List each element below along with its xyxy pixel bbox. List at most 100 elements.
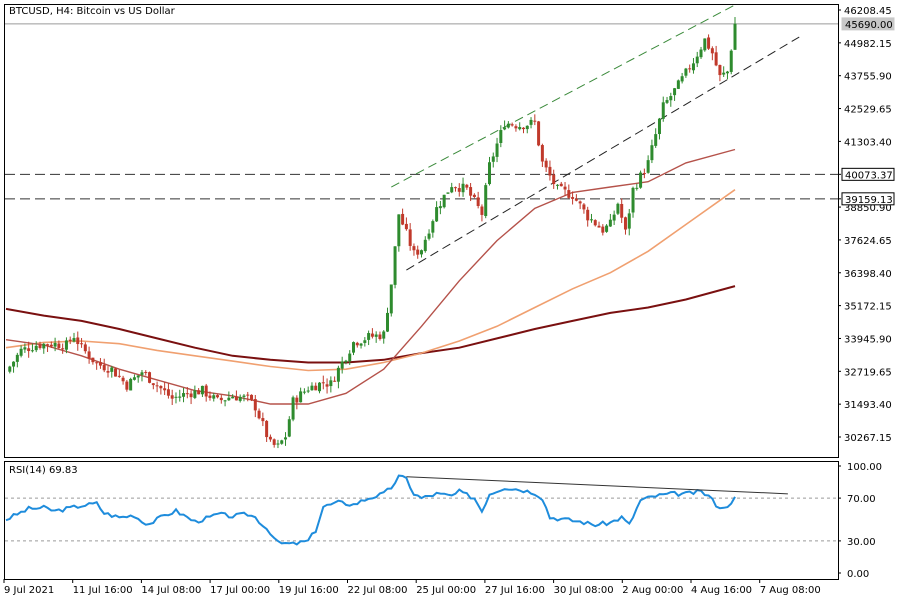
candle-bullish [178, 396, 182, 398]
candle-bullish [684, 68, 688, 76]
candle-bullish [136, 375, 140, 378]
candle-bullish [344, 360, 348, 363]
candle-bullish [420, 250, 423, 255]
candle-bullish [733, 23, 737, 50]
price-tick-label: 38850.90 [844, 203, 892, 214]
candle-bullish [287, 419, 291, 437]
candle-bearish [57, 343, 61, 349]
candle-bullish [518, 127, 522, 130]
candle-bearish [219, 397, 223, 401]
candle-bullish [374, 334, 378, 337]
candle-bullish [340, 361, 344, 369]
candle-bullish [639, 172, 643, 188]
candle-bearish [114, 368, 118, 377]
candle-bearish [465, 184, 469, 188]
candle-bearish [714, 52, 718, 66]
candle-bullish [654, 134, 658, 146]
candle-bearish [537, 121, 541, 146]
candle-bullish [616, 203, 620, 214]
candle-bullish [12, 361, 16, 367]
candle-bearish [457, 188, 461, 192]
candle-bearish [571, 197, 575, 199]
time-tick-label: 11 Jul 16:00 [73, 585, 133, 596]
candle-bullish [15, 354, 19, 362]
candle-bullish [318, 382, 322, 392]
candle-bearish [521, 127, 525, 130]
candle-bearish [544, 160, 548, 168]
candle-bullish [427, 233, 431, 239]
candle-bullish [276, 443, 280, 445]
price-tick-label: 41303.40 [844, 137, 892, 148]
candle-bearish [189, 393, 193, 398]
candle-bullish [669, 96, 673, 101]
time-tick-label: 25 Jul 00:00 [416, 585, 476, 596]
candle-bearish [574, 198, 578, 201]
candle-bullish [722, 72, 726, 75]
candle-bearish [597, 225, 601, 228]
rsi-panel: 100.00 70.00 30.00 0.00 [5, 462, 882, 580]
candle-bearish [87, 351, 91, 359]
candle-bullish [725, 71, 729, 74]
candle-bullish [212, 395, 216, 399]
candle-bearish [117, 375, 121, 377]
candle-bullish [699, 49, 703, 58]
candle-bearish [197, 390, 201, 395]
candle-bullish [461, 183, 465, 193]
candle-bearish [272, 439, 276, 445]
candle-bullish [650, 145, 654, 161]
candle-bullish [484, 185, 488, 217]
candle-bearish [408, 229, 412, 246]
candle-bullish [132, 377, 136, 380]
candle-bullish [72, 338, 76, 342]
price-label-box [841, 192, 895, 206]
candle-bullish [661, 102, 665, 119]
candle-bullish [491, 156, 495, 162]
candle-bullish [423, 239, 427, 252]
candle-bearish [480, 206, 484, 215]
candle-bearish [295, 397, 299, 403]
time-tick-label: 22 Jul 08:00 [347, 585, 407, 596]
candle-bullish [525, 125, 529, 130]
candle-bearish [208, 395, 212, 398]
time-tick-label: 30 Jul 08:00 [554, 585, 614, 596]
candle-bullish [310, 385, 314, 391]
candle-bearish [578, 201, 582, 204]
candle-bearish [98, 362, 102, 366]
candle-bullish [19, 348, 23, 356]
candle-bullish [306, 390, 310, 392]
candle-bullish [389, 284, 393, 314]
candle-bearish [582, 204, 586, 210]
candle-bearish [710, 48, 714, 54]
candle-bullish [193, 390, 197, 398]
candle-bullish [450, 187, 454, 193]
candle-bearish [250, 394, 254, 400]
price-panel: 46208.45 44982.15 43755.90 42529.65 41303.40… [5, 4, 895, 449]
candle-bullish [506, 123, 510, 128]
candle-bullish [612, 214, 616, 221]
candle-bullish [64, 340, 68, 350]
candle-bearish [148, 372, 152, 383]
candle-bearish [253, 399, 257, 411]
candle-bullish [635, 187, 639, 189]
candle-bullish [291, 397, 295, 420]
candle-bearish [102, 364, 106, 371]
candle-bearish [453, 187, 457, 189]
candle-bearish [246, 394, 250, 396]
price-tick-label: 46208.45 [844, 6, 892, 17]
candle-bearish [416, 249, 420, 255]
candle-bullish [397, 214, 401, 247]
time-tick-label: 19 Jul 16:00 [279, 585, 339, 596]
price-tick-label: 32719.65 [844, 367, 892, 378]
candle-bullish [631, 187, 635, 213]
candle-bullish [703, 38, 707, 51]
candle-bullish [299, 391, 303, 403]
candle-bearish [707, 37, 711, 49]
chart-title: BTCUSD, H4: Bitcoin vs US Dollar [9, 6, 176, 17]
candle-bullish [8, 366, 12, 372]
candle-bullish [499, 130, 503, 144]
candle-bearish [61, 348, 65, 350]
candle-bullish [200, 385, 204, 395]
time-axis: 9 Jul 2021 11 Jul 16:00 14 Jul 08:00 17 Jul… [3, 579, 821, 596]
candle-bullish [627, 213, 631, 229]
candle-bullish [348, 353, 352, 362]
